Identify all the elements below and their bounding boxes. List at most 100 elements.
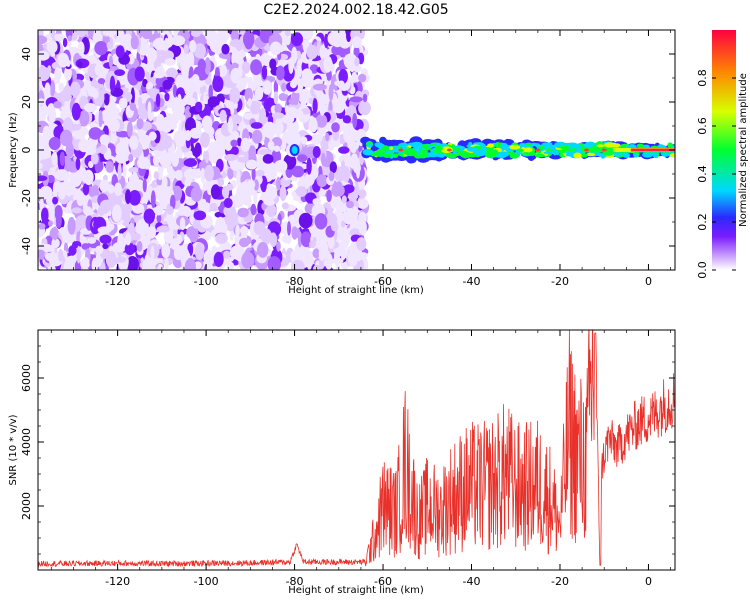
heatmap-cell: [201, 198, 207, 207]
heatmap-cell: [124, 242, 136, 256]
heatmap-cell: [343, 184, 355, 194]
heatmap-cell: [71, 102, 81, 121]
heatmap-cell: [59, 151, 65, 166]
heatmap-cell: [152, 154, 160, 166]
heatmap-cell: [192, 34, 207, 47]
heatmap-cell: [319, 44, 327, 60]
y-tick-label: 2000: [20, 492, 33, 520]
heatmap-y-ticks: -40 -20 0 20 40: [20, 29, 675, 271]
heatmap-cell: [284, 129, 298, 146]
heatmap-cell: [239, 237, 250, 248]
heatmap-cell: [559, 145, 571, 150]
heatmap-cell: [276, 241, 281, 252]
heatmap-cell: [191, 74, 200, 85]
x-tick-label: -60: [374, 575, 392, 588]
heatmap-cell: [601, 148, 607, 152]
heatmap-cell: [263, 198, 275, 206]
heatmap-cell: [176, 93, 182, 112]
heatmap-cell: [184, 258, 196, 270]
heatmap-cell: [284, 233, 292, 245]
heatmap-cell: [173, 130, 187, 148]
heatmap-cell: [118, 97, 128, 109]
heatmap-cell: [152, 39, 167, 49]
heatmap-cell: [80, 258, 89, 269]
heatmap-cell: [362, 93, 368, 103]
heatmap-cell: [125, 189, 131, 205]
heatmap-cell: [636, 143, 644, 148]
heatmap-cell: [170, 238, 179, 251]
heatmap-cell: [230, 139, 238, 147]
snr-line: [38, 330, 675, 568]
heatmap-cell: [446, 148, 452, 152]
heatmap-cell: [349, 251, 355, 258]
heatmap-cell: [307, 262, 312, 270]
y-tick-label: 0: [20, 147, 33, 154]
heatmap-cell: [64, 66, 72, 81]
heatmap-cell: [48, 107, 57, 123]
heatmap-cell: [201, 115, 213, 132]
heatmap-cell: [54, 33, 65, 41]
heatmap-cell: [315, 114, 328, 128]
heatmap-cell: [38, 223, 46, 230]
x-tick-label: -120: [105, 575, 130, 588]
heatmap-cell: [141, 30, 153, 40]
heatmap-cell: [337, 30, 346, 41]
heatmap-cell: [244, 87, 253, 102]
heatmap-cell: [46, 40, 58, 54]
heatmap-cell: [163, 135, 173, 149]
heatmap-cell: [266, 203, 277, 217]
heatmap-cell: [256, 155, 264, 172]
x-tick-label: -80: [286, 275, 304, 288]
heatmap-cell: [128, 135, 139, 150]
heatmap-cell: [65, 255, 77, 265]
colorbar: 0.0 0.2 0.4 0.6 0.8 Normalized spectral ampl…: [696, 30, 749, 279]
heatmap-cell: [230, 195, 236, 202]
heatmap-cell: [258, 149, 272, 156]
heatmap-cell: [274, 103, 282, 114]
heatmap-cell: [114, 241, 127, 253]
heatmap-cell: [290, 32, 303, 47]
heatmap-cell: [150, 245, 155, 261]
heatmap-cell: [67, 35, 73, 42]
heatmap-cell: [276, 176, 281, 190]
heatmap-cell: [203, 249, 215, 267]
snr-y-ticks: 2000 4000 6000: [20, 329, 675, 571]
heatmap-cell: [79, 110, 90, 127]
heatmap-cell: [351, 36, 362, 49]
heatmap-cell: [382, 153, 393, 158]
heatmap-cell: [565, 152, 575, 157]
heatmap-cell: [384, 150, 391, 154]
heatmap-cell: [255, 169, 265, 177]
heatmap-cell: [178, 205, 192, 218]
heatmap-cell: [187, 51, 195, 69]
heatmap-cell: [71, 207, 82, 214]
heatmap-cell: [338, 68, 349, 84]
colorbar-scale: [712, 30, 736, 270]
heatmap-cell: [51, 238, 60, 249]
heatmap-cell: [81, 243, 90, 250]
heatmap-cell: [57, 52, 69, 68]
heatmap-cell: [239, 226, 249, 235]
heatmap-cell: [54, 67, 62, 81]
heatmap-cell: [306, 157, 312, 175]
heatmap-cell: [42, 243, 52, 253]
heatmap-cell: [175, 228, 189, 235]
heatmap-cell: [312, 98, 318, 114]
heatmap-cell: [179, 217, 186, 231]
heatmap-cell: [147, 50, 158, 62]
heatmap-cell: [300, 99, 307, 109]
heatmap-cell: [223, 134, 234, 152]
heatmap-cell: [51, 151, 58, 166]
heatmap-cell: [535, 143, 541, 148]
heatmap-cell: [448, 153, 457, 159]
heatmap-cell: [357, 252, 368, 259]
heatmap-cell: [301, 68, 313, 81]
snr-panel: -120 -100 -80 -60 -40 -20 0 2000 4000 6000 Heigh…: [8, 329, 676, 596]
heatmap-cell: [229, 86, 241, 104]
heatmap-cell: [265, 185, 278, 201]
heatmap-cell: [42, 125, 51, 139]
heatmap-cell: [38, 188, 44, 197]
heatmap-cell: [116, 130, 130, 138]
heatmap-cell: [245, 159, 258, 170]
heatmap-cell: [579, 153, 588, 158]
